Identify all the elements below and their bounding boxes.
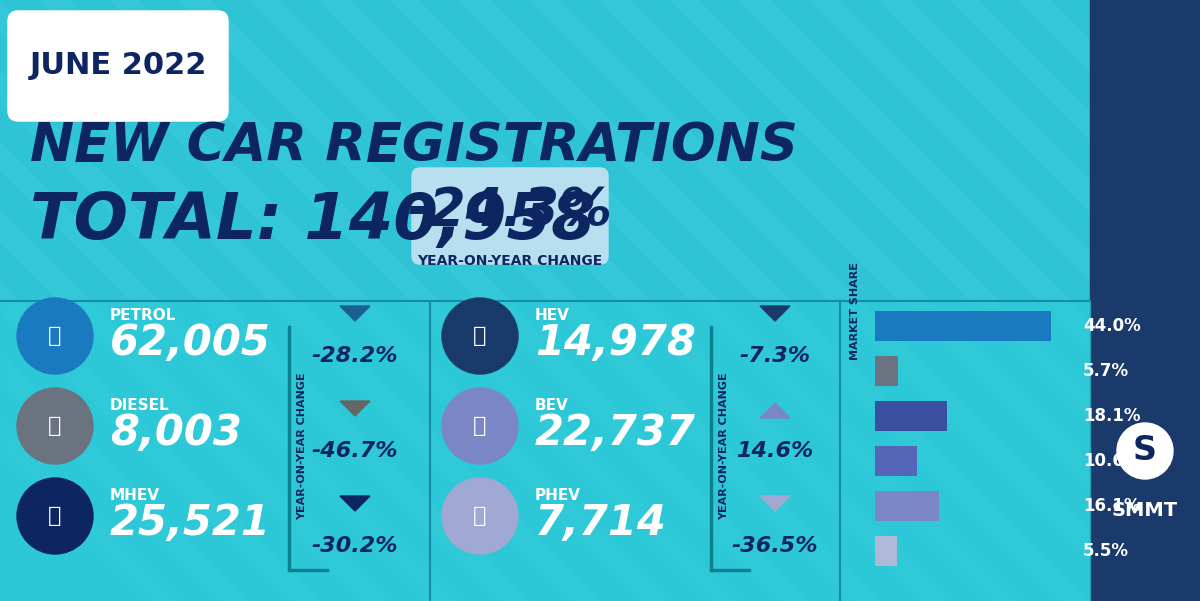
Polygon shape [250, 0, 878, 601]
Text: -28.2%: -28.2% [312, 346, 398, 366]
Polygon shape [0, 0, 599, 601]
Text: ⛽: ⛽ [473, 326, 487, 346]
Polygon shape [340, 306, 370, 321]
Text: 8,003: 8,003 [110, 412, 242, 454]
Text: BEV: BEV [535, 398, 569, 413]
Text: HEV: HEV [535, 308, 570, 323]
Text: YEAR-ON-YEAR CHANGE: YEAR-ON-YEAR CHANGE [298, 372, 307, 520]
Text: DIESEL: DIESEL [110, 398, 169, 413]
Text: 14,978: 14,978 [535, 322, 696, 364]
FancyBboxPatch shape [412, 168, 608, 264]
Text: YEAR-ON-YEAR CHANGE: YEAR-ON-YEAR CHANGE [719, 372, 730, 520]
Text: 10.6%: 10.6% [1084, 452, 1140, 470]
Text: -46.7%: -46.7% [312, 441, 398, 461]
Bar [710, 569, 750, 571]
Polygon shape [0, 0, 529, 601]
Text: MARKET SHARE: MARKET SHARE [850, 262, 860, 360]
Text: JUNE 2022: JUNE 2022 [29, 52, 206, 81]
Text: PETROL: PETROL [110, 308, 176, 323]
Text: YEAR-ON-YEAR CHANGE: YEAR-ON-YEAR CHANGE [418, 254, 602, 268]
Polygon shape [340, 401, 370, 416]
Polygon shape [530, 0, 1159, 601]
Circle shape [442, 298, 518, 374]
Polygon shape [340, 496, 370, 511]
Circle shape [17, 298, 94, 374]
Polygon shape [760, 306, 790, 321]
Text: -7.3%: -7.3% [739, 346, 810, 366]
Text: NEW CAR REGISTRATIONS: NEW CAR REGISTRATIONS [30, 120, 798, 172]
Polygon shape [1020, 0, 1200, 601]
Text: TOTAL: 140,958: TOTAL: 140,958 [30, 190, 595, 252]
Text: S: S [1133, 435, 1157, 468]
Polygon shape [670, 0, 1200, 601]
Polygon shape [1160, 0, 1200, 601]
Polygon shape [0, 0, 319, 601]
Text: 5.5%: 5.5% [1084, 542, 1129, 560]
FancyBboxPatch shape [8, 11, 228, 121]
Bar [288, 326, 290, 571]
Bar [0, 301, 1090, 601]
Text: ⛽: ⛽ [48, 506, 61, 526]
Bar [875, 356, 898, 386]
Text: ⛽: ⛽ [48, 416, 61, 436]
Polygon shape [810, 0, 1200, 601]
Polygon shape [40, 0, 670, 601]
Text: 18.1%: 18.1% [1084, 407, 1140, 425]
Circle shape [17, 478, 94, 554]
Polygon shape [1090, 0, 1200, 601]
Bar [875, 446, 918, 476]
Bar [875, 536, 898, 566]
Text: -36.5%: -36.5% [732, 536, 818, 556]
Text: ⛽: ⛽ [473, 416, 487, 436]
Text: 44.0%: 44.0% [1084, 317, 1141, 335]
Text: 25,521: 25,521 [110, 502, 271, 544]
Bar [1090, 0, 1200, 601]
Polygon shape [0, 0, 389, 601]
Polygon shape [0, 0, 250, 601]
Text: ⛽: ⛽ [473, 506, 487, 526]
Text: ⛽: ⛽ [48, 326, 61, 346]
Text: MHEV: MHEV [110, 489, 160, 504]
Polygon shape [0, 0, 458, 601]
Circle shape [1117, 423, 1174, 479]
Circle shape [442, 388, 518, 464]
Text: -30.2%: -30.2% [312, 536, 398, 556]
Text: SMMT: SMMT [1112, 501, 1178, 520]
Circle shape [17, 388, 94, 464]
Text: 7,714: 7,714 [535, 502, 667, 544]
Text: 62,005: 62,005 [110, 322, 271, 364]
Polygon shape [760, 403, 790, 418]
Polygon shape [600, 0, 1200, 601]
Polygon shape [950, 0, 1200, 601]
Circle shape [442, 478, 518, 554]
Text: 22,737: 22,737 [535, 412, 696, 454]
Bar [875, 491, 940, 521]
Polygon shape [740, 0, 1200, 601]
Polygon shape [0, 0, 179, 601]
Polygon shape [320, 0, 949, 601]
Bar [875, 401, 948, 431]
Polygon shape [110, 0, 739, 601]
Text: -24.3%: -24.3% [408, 185, 612, 237]
Text: 16.1%: 16.1% [1084, 497, 1140, 515]
Text: 5.7%: 5.7% [1084, 362, 1129, 380]
Polygon shape [760, 496, 790, 511]
Bar [288, 569, 328, 571]
Polygon shape [390, 0, 1019, 601]
Polygon shape [460, 0, 1090, 601]
Bar [875, 311, 1051, 341]
Text: PHEV: PHEV [535, 489, 581, 504]
Polygon shape [180, 0, 809, 601]
Polygon shape [880, 0, 1200, 601]
Text: 14.6%: 14.6% [737, 441, 814, 461]
Bar [710, 326, 712, 571]
